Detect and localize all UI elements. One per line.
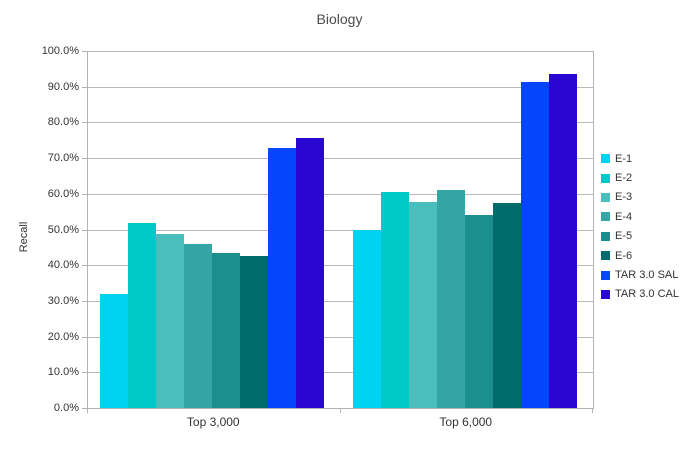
y-tick-mark bbox=[82, 372, 87, 374]
bar-e-3-top-6-000 bbox=[408, 201, 437, 408]
legend-item: E-4 bbox=[601, 207, 679, 226]
legend-swatch-icon bbox=[601, 173, 610, 183]
gridline bbox=[88, 51, 593, 52]
legend-label: E-1 bbox=[615, 152, 633, 165]
legend-label: E-6 bbox=[615, 249, 633, 262]
legend: E-1 E-2 E-3 E-4 E-5 E-6 TAR 3.0 SAL TAR 3.0 CAL bbox=[601, 149, 679, 304]
gridline bbox=[88, 158, 593, 160]
legend-item: E-2 bbox=[601, 168, 679, 187]
y-tick-mark bbox=[82, 122, 87, 124]
bar-tar-3-0-sal-top-6-000 bbox=[520, 81, 549, 408]
y-tick-mark bbox=[82, 193, 87, 195]
bar-e-6-top-6-000 bbox=[492, 202, 521, 408]
chart-title: Biology bbox=[316, 11, 363, 27]
legend-item: E-6 bbox=[601, 246, 679, 265]
legend-label: E-4 bbox=[615, 210, 633, 223]
bar-tar-3-0-cal-top-6-000 bbox=[548, 73, 577, 408]
y-tick-label: 40.0% bbox=[47, 259, 79, 272]
y-tick-label: 80.0% bbox=[47, 116, 79, 129]
x-tick-mark bbox=[592, 409, 593, 413]
gridline bbox=[88, 229, 593, 231]
y-tick-label: 0.0% bbox=[53, 402, 79, 414]
y-tick-label: 30.0% bbox=[47, 294, 79, 307]
bar-e-5-top-3-000 bbox=[212, 252, 240, 408]
bar-e-2-top-6-000 bbox=[380, 192, 409, 408]
gridline bbox=[88, 372, 593, 374]
legend-item: E-5 bbox=[601, 227, 679, 246]
gridline bbox=[88, 86, 593, 88]
y-tick-mark bbox=[82, 300, 87, 302]
gridline bbox=[88, 300, 593, 302]
y-tick-label: 90.0% bbox=[47, 80, 79, 93]
y-tick-label: 50.0% bbox=[47, 223, 79, 236]
legend-label: TAR 3.0 CAL bbox=[615, 288, 679, 301]
legend-label: E-3 bbox=[615, 191, 633, 204]
legend-swatch-icon bbox=[601, 231, 610, 241]
x-category-label: Top 3,000 bbox=[186, 415, 240, 429]
y-tick-mark bbox=[82, 51, 87, 52]
y-tick-label: 60.0% bbox=[47, 187, 79, 200]
y-tick-label: 20.0% bbox=[47, 330, 79, 343]
bar-e-4-top-6-000 bbox=[436, 190, 465, 408]
x-category-label: Top 6,000 bbox=[439, 415, 493, 429]
bar-e-1-top-3-000 bbox=[100, 293, 128, 408]
y-tick-mark bbox=[82, 336, 87, 338]
bar-e-4-top-3-000 bbox=[184, 244, 212, 408]
y-tick-mark bbox=[82, 86, 87, 88]
gridline bbox=[88, 193, 593, 195]
legend-item: E-1 bbox=[601, 149, 679, 168]
x-tick-mark bbox=[87, 409, 88, 413]
y-tick-label: 10.0% bbox=[47, 366, 79, 379]
legend-swatch-icon bbox=[601, 251, 610, 261]
bar-e-3-top-3-000 bbox=[156, 234, 184, 408]
legend-item: TAR 3.0 SAL bbox=[601, 265, 679, 284]
legend-label: E-2 bbox=[615, 172, 633, 185]
gridline bbox=[88, 336, 593, 338]
legend-swatch-icon bbox=[601, 289, 610, 299]
bar-tar-3-0-cal-top-3-000 bbox=[296, 138, 324, 408]
y-tick-label: 100.0% bbox=[41, 45, 79, 57]
y-tick-mark bbox=[82, 158, 87, 160]
gridline bbox=[88, 122, 593, 124]
x-tick-mark bbox=[339, 409, 341, 413]
legend-label: E-5 bbox=[615, 230, 633, 243]
gridline bbox=[88, 265, 593, 267]
bar-e-6-top-3-000 bbox=[240, 255, 268, 408]
legend-label: TAR 3.0 SAL bbox=[615, 269, 679, 282]
y-tick-mark bbox=[82, 229, 87, 231]
legend-swatch-icon bbox=[601, 192, 610, 202]
bar-tar-3-0-sal-top-3-000 bbox=[268, 148, 296, 408]
bar-e-1-top-6-000 bbox=[352, 229, 381, 408]
y-tick-mark bbox=[82, 408, 87, 409]
legend-swatch-icon bbox=[601, 154, 610, 164]
plot-area bbox=[87, 51, 594, 409]
bar-e-5-top-6-000 bbox=[464, 215, 493, 408]
y-tick-label: 70.0% bbox=[47, 152, 79, 165]
legend-item: E-3 bbox=[601, 188, 679, 207]
bar-e-2-top-3-000 bbox=[128, 222, 156, 408]
y-tick-mark bbox=[82, 265, 87, 267]
legend-swatch-icon bbox=[601, 270, 610, 280]
legend-item: TAR 3.0 CAL bbox=[601, 285, 679, 304]
legend-swatch-icon bbox=[601, 212, 610, 222]
